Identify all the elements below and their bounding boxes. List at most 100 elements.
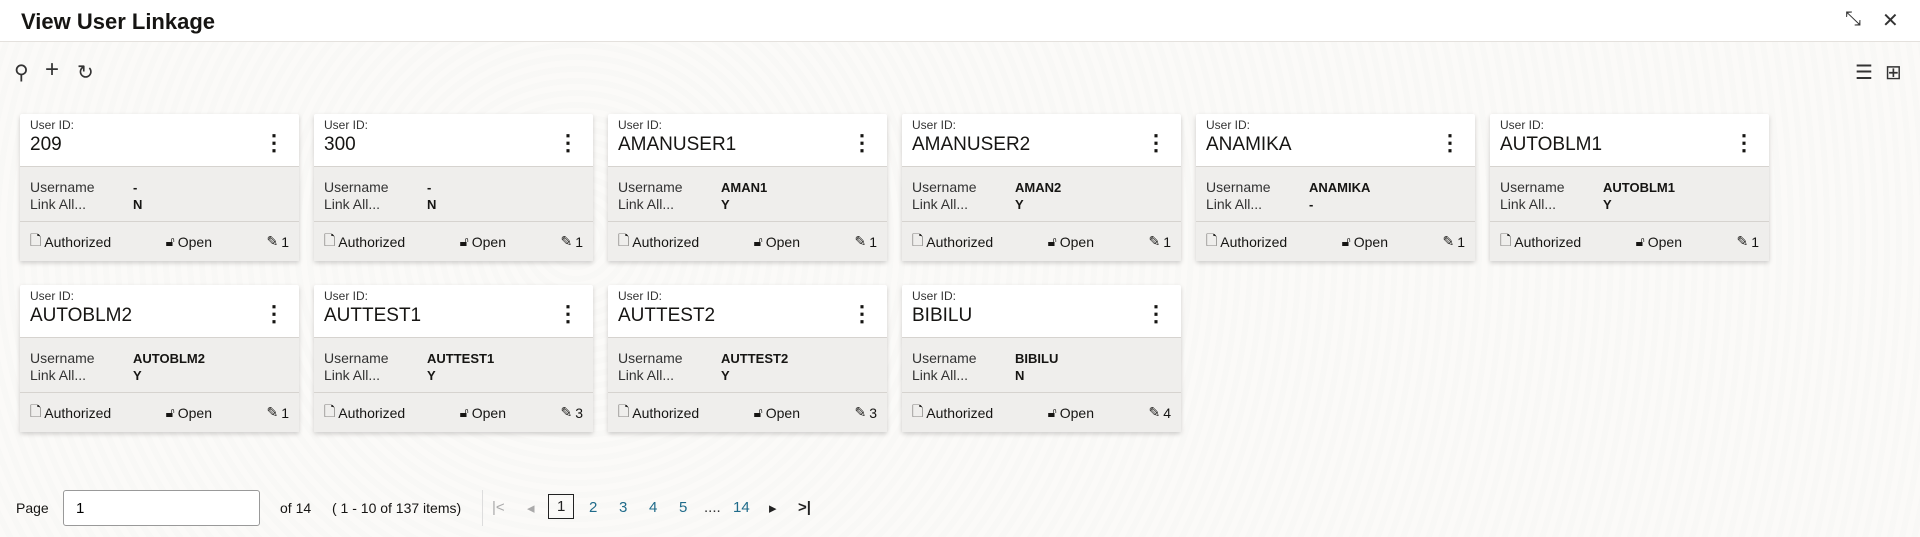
unlock-icon: 🔓︎ [459,404,469,420]
username-value: AUTTEST1 [427,351,495,366]
card-body: Username ANAMIKA Link All... - [1196,167,1475,222]
username-value: - [427,180,432,195]
user-card[interactable]: User ID: AUTTEST2 ⋮ Username AUTTEST2 Lin… [608,285,887,432]
more-options-icon[interactable]: ⋮ [1145,130,1167,155]
unlock-icon: 🔓︎ [1047,233,1057,249]
more-options-icon[interactable]: ⋮ [1733,130,1755,155]
more-options-icon[interactable]: ⋮ [851,301,873,326]
page-link[interactable]: 5 [679,499,688,516]
user-id-value: AUTTEST1 [324,305,422,326]
more-options-icon[interactable]: ⋮ [1145,301,1167,326]
authorized-icon: 🗋 [324,402,336,419]
last-page-icon[interactable]: >| [798,499,811,516]
link-all-value: N [1015,368,1025,383]
status-text: Authorized [1220,233,1288,250]
user-card[interactable]: User ID: AUTOBLM1 ⋮ Username AUTOBLM1 Lin… [1490,114,1769,261]
card-footer: 🗋 Authorized 🔓︎ Open ✎ 1 [314,222,593,261]
user-id-value: BIBILU [912,305,973,326]
user-id-label: User ID: [324,289,369,303]
user-id-value: AUTTEST2 [618,305,716,326]
page-input[interactable] [63,490,260,526]
more-options-icon[interactable]: ⋮ [557,301,579,326]
user-id-label: User ID: [912,118,957,132]
more-options-icon[interactable]: ⋮ [263,301,285,326]
user-id-value: ANAMIKA [1206,134,1292,155]
minimize-icon[interactable]: ⤡ [1845,8,1861,30]
page-label: Page [16,500,49,516]
list-view-icon[interactable]: ☰ [1855,62,1873,84]
page-link[interactable]: 14 [733,499,750,516]
username-value: ANAMIKA [1309,180,1371,195]
link-all-label: Link All... [30,367,87,383]
lock-status: Open [177,404,212,421]
page-link[interactable]: 2 [589,499,598,516]
username-value: AUTOBLM2 [133,351,205,366]
user-card[interactable]: User ID: AMANUSER1 ⋮ Username AMAN1 Link … [608,114,887,261]
status-text: Authorized [338,404,406,421]
close-icon[interactable]: ✕ [1882,10,1899,32]
user-id-value: AMANUSER1 [618,134,737,155]
lock-status: Open [471,404,506,421]
lock-status: Open [1059,404,1094,421]
modification-count: 1 [869,233,877,250]
card-body: Username AUTOBLM2 Link All... Y [20,338,299,393]
refresh-icon[interactable]: ↻ [77,62,94,84]
unlock-icon: 🔓︎ [1341,233,1351,249]
card-footer: 🗋 Authorized 🔓︎ Open ✎ 3 [608,393,887,432]
more-options-icon[interactable]: ⋮ [1439,130,1461,155]
lock-status: Open [177,233,212,250]
user-card[interactable]: User ID: BIBILU ⋮ Username BIBILU Link Al… [902,285,1181,432]
search-icon[interactable]: ⚲ [14,62,29,84]
link-all-label: Link All... [912,196,969,212]
unlock-icon: 🔓︎ [1047,404,1057,420]
page-link[interactable]: 4 [649,499,658,516]
next-page-icon[interactable]: ▸ [769,500,777,517]
card-header: User ID: AUTOBLM1 ⋮ [1490,114,1769,167]
status-text: Authorized [632,233,700,250]
first-page-icon[interactable]: |< [492,499,505,516]
card-footer: 🗋 Authorized 🔓︎ Open ✎ 1 [608,222,887,261]
username-label: Username [618,350,683,366]
more-options-icon[interactable]: ⋮ [263,130,285,155]
card-header: User ID: BIBILU ⋮ [902,285,1181,338]
user-card[interactable]: User ID: AUTOBLM2 ⋮ Username AUTOBLM2 Lin… [20,285,299,432]
link-all-value: Y [721,368,730,383]
authorized-icon: 🗋 [618,402,630,419]
username-value: AUTOBLM1 [1603,180,1675,195]
page-of-label: of 14 [280,500,312,516]
card-header: User ID: AMANUSER1 ⋮ [608,114,887,167]
authorized-icon: 🗋 [1206,231,1218,248]
more-options-icon[interactable]: ⋮ [851,130,873,155]
modification-count: 4 [1163,404,1171,421]
card-footer: 🗋 Authorized 🔓︎ Open ✎ 1 [1490,222,1769,261]
lock-status: Open [765,404,800,421]
unlock-icon: 🔓︎ [1635,233,1645,249]
previous-page-icon[interactable]: ◂ [527,500,535,517]
user-id-value: 209 [30,134,62,155]
user-card[interactable]: User ID: ANAMIKA ⋮ Username ANAMIKA Link … [1196,114,1475,261]
status-text: Authorized [926,404,994,421]
link-all-value: - [1309,197,1314,212]
card-footer: 🗋 Authorized 🔓︎ Open ✎ 4 [902,393,1181,432]
card-body: Username BIBILU Link All... N [902,338,1181,393]
page-link[interactable]: 3 [619,499,628,516]
username-value: AMAN1 [721,180,768,195]
add-icon[interactable]: + [45,56,60,83]
grid-view-icon[interactable]: ⊞ [1885,62,1902,84]
user-card[interactable]: User ID: AMANUSER2 ⋮ Username AMAN2 Link … [902,114,1181,261]
authorized-icon: 🗋 [912,231,924,248]
user-card[interactable]: User ID: AUTTEST1 ⋮ Username AUTTEST1 Lin… [314,285,593,432]
page-link[interactable]: 1 [548,494,575,519]
more-options-icon[interactable]: ⋮ [557,130,579,155]
user-card[interactable]: User ID: 300 ⋮ Username - Link All... N 🗋 A… [314,114,593,261]
card-header: User ID: ANAMIKA ⋮ [1196,114,1475,167]
authorized-icon: 🗋 [30,402,42,419]
user-card[interactable]: User ID: 209 ⋮ Username - Link All... N 🗋 A… [20,114,299,261]
card-footer: 🗋 Authorized 🔓︎ Open ✎ 1 [20,393,299,432]
user-id-label: User ID: [30,118,75,132]
username-label: Username [912,179,977,195]
card-header: User ID: AMANUSER2 ⋮ [902,114,1181,167]
link-all-value: Y [1015,197,1024,212]
edit-icon: ✎ [266,404,279,420]
link-all-label: Link All... [618,196,675,212]
